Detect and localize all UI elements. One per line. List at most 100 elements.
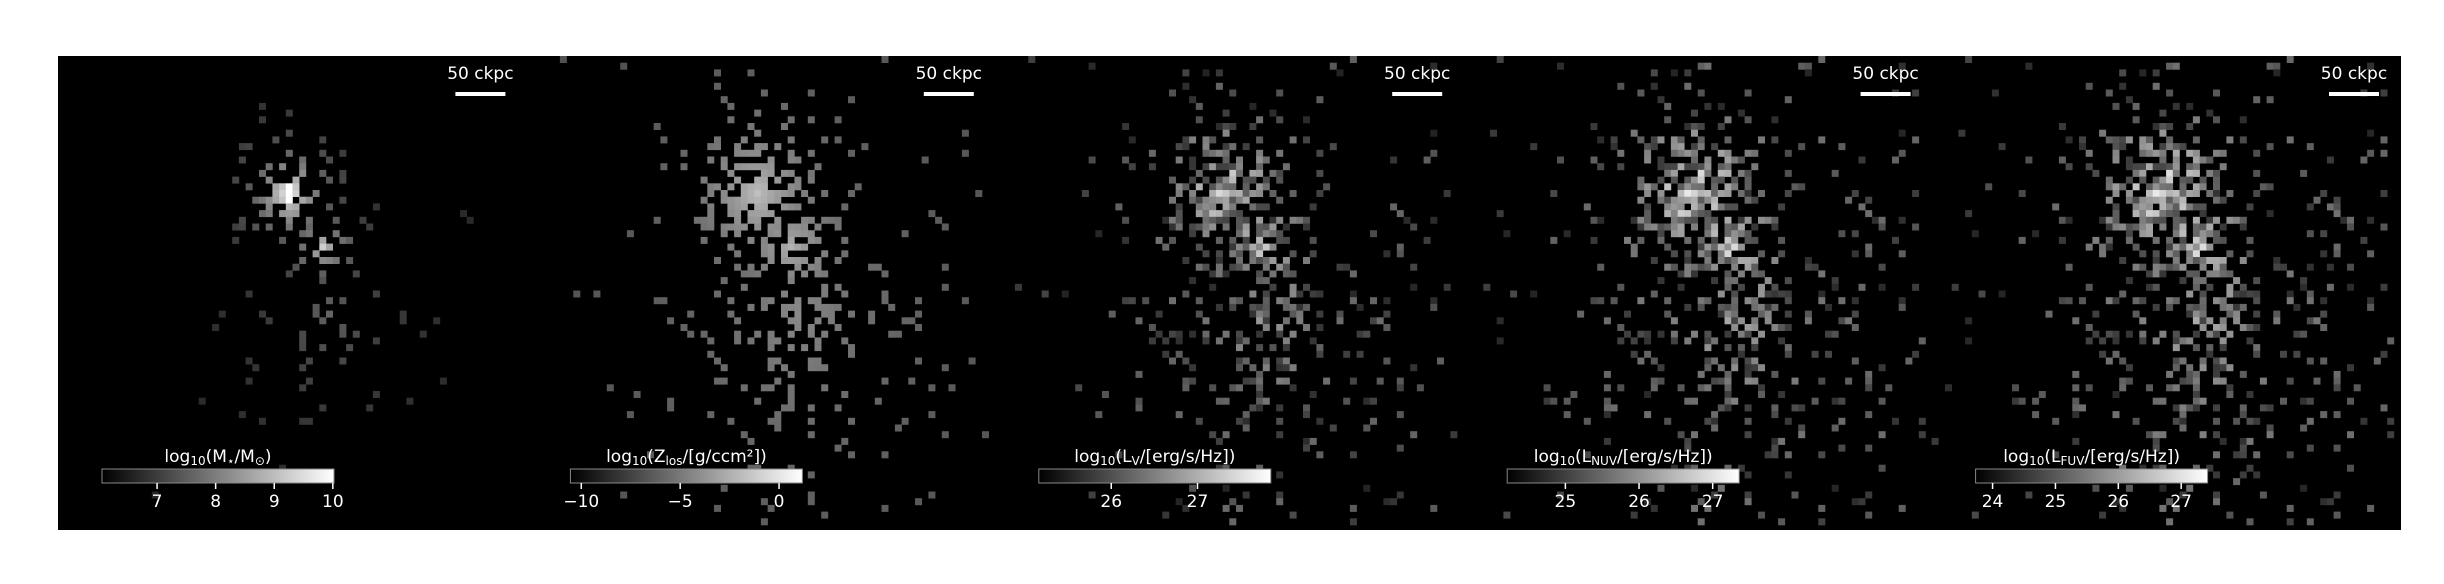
pixel	[1691, 210, 1698, 218]
pixel	[1189, 136, 1197, 144]
pixel	[848, 310, 855, 318]
pixel	[366, 223, 374, 231]
pixel	[1744, 324, 1752, 331]
pixel	[1617, 324, 1625, 331]
pixel	[1744, 491, 1752, 499]
pixel	[620, 62, 628, 70]
pixel	[1603, 317, 1611, 325]
pixel	[1215, 270, 1223, 278]
pixel	[2139, 317, 2147, 325]
pixel	[2146, 210, 2153, 218]
pixel	[834, 223, 842, 231]
pixel	[767, 417, 775, 425]
pixel	[2166, 370, 2174, 378]
pixel	[1751, 357, 1759, 365]
pixel	[707, 223, 715, 231]
pixel	[2226, 270, 2234, 278]
pixel	[2226, 216, 2234, 224]
pixel	[2152, 257, 2160, 264]
pixel	[1737, 350, 1745, 358]
pixel	[1684, 210, 1692, 218]
pixel	[1751, 303, 1759, 311]
pixel	[1383, 297, 1391, 305]
pixel	[319, 317, 327, 325]
pixel	[1189, 277, 1197, 285]
pixel	[1169, 236, 1176, 244]
pixel	[1684, 176, 1692, 184]
pixel	[2125, 163, 2133, 171]
pixel	[848, 344, 855, 352]
pixel	[787, 136, 795, 144]
pixel	[1242, 176, 1250, 184]
pixel	[2146, 136, 2153, 144]
pixel	[740, 149, 748, 157]
pixel	[1724, 404, 1732, 412]
colorbar-label: log10(Zlos/[g/ccm²])	[606, 447, 767, 468]
pixel	[1583, 451, 1591, 459]
pixel	[1396, 444, 1404, 452]
pixel	[1222, 196, 1230, 204]
pixel	[2219, 344, 2227, 352]
pixel	[2360, 417, 2368, 425]
pixel	[232, 236, 240, 244]
pixel	[1202, 337, 1210, 345]
pixel	[2186, 290, 2194, 298]
pixel	[1657, 196, 1665, 204]
pixel	[700, 196, 708, 204]
pixel	[760, 196, 768, 204]
pixel	[760, 163, 768, 171]
pixel	[1791, 404, 1799, 412]
pixel	[1209, 190, 1217, 197]
pixel	[1684, 250, 1692, 258]
pixel	[1423, 156, 1431, 164]
pixel	[1758, 511, 1765, 519]
pixel	[2253, 277, 2261, 285]
pixel	[928, 411, 936, 419]
pixel	[1303, 324, 1310, 331]
pixel	[1209, 149, 1217, 157]
pixel	[2186, 303, 2194, 311]
pixel	[1249, 250, 1257, 258]
pixel	[2273, 310, 2281, 318]
pixel	[2333, 196, 2341, 204]
pixel	[1148, 324, 1156, 331]
pixel	[2179, 230, 2187, 238]
pixel	[1644, 190, 1652, 197]
pixel	[1670, 163, 1678, 171]
pixel	[1276, 498, 1284, 506]
pixel	[1845, 317, 1853, 325]
pixel	[1704, 297, 1712, 305]
pixel	[807, 263, 815, 271]
pixel	[1778, 391, 1786, 398]
pixel	[2065, 297, 2073, 305]
pixel	[2213, 364, 2220, 372]
pixel	[814, 364, 822, 372]
pixel	[915, 310, 922, 318]
pixel	[1390, 203, 1398, 211]
pixel	[1242, 337, 1250, 345]
pixel	[1771, 437, 1779, 445]
pixel	[252, 223, 260, 231]
pixel	[2246, 464, 2254, 472]
pixel	[1222, 203, 1230, 211]
pixel	[1242, 230, 1250, 238]
pixel	[1262, 230, 1270, 238]
pixel	[2172, 196, 2180, 204]
pixel	[821, 290, 829, 298]
pixel	[787, 116, 795, 124]
pixel	[1825, 330, 1832, 338]
pixel	[1664, 263, 1672, 271]
pixel	[2273, 257, 2281, 264]
pixel	[1657, 377, 1665, 385]
pixel	[1711, 377, 1719, 385]
pixel	[2347, 431, 2354, 439]
pixel	[2085, 163, 2093, 171]
pixel	[1236, 330, 1243, 338]
pixel	[1262, 397, 1270, 405]
pixel	[868, 310, 876, 318]
pixel	[1724, 216, 1732, 224]
pixel	[2152, 270, 2160, 278]
pixel	[1229, 176, 1237, 184]
pixel	[1222, 129, 1230, 137]
